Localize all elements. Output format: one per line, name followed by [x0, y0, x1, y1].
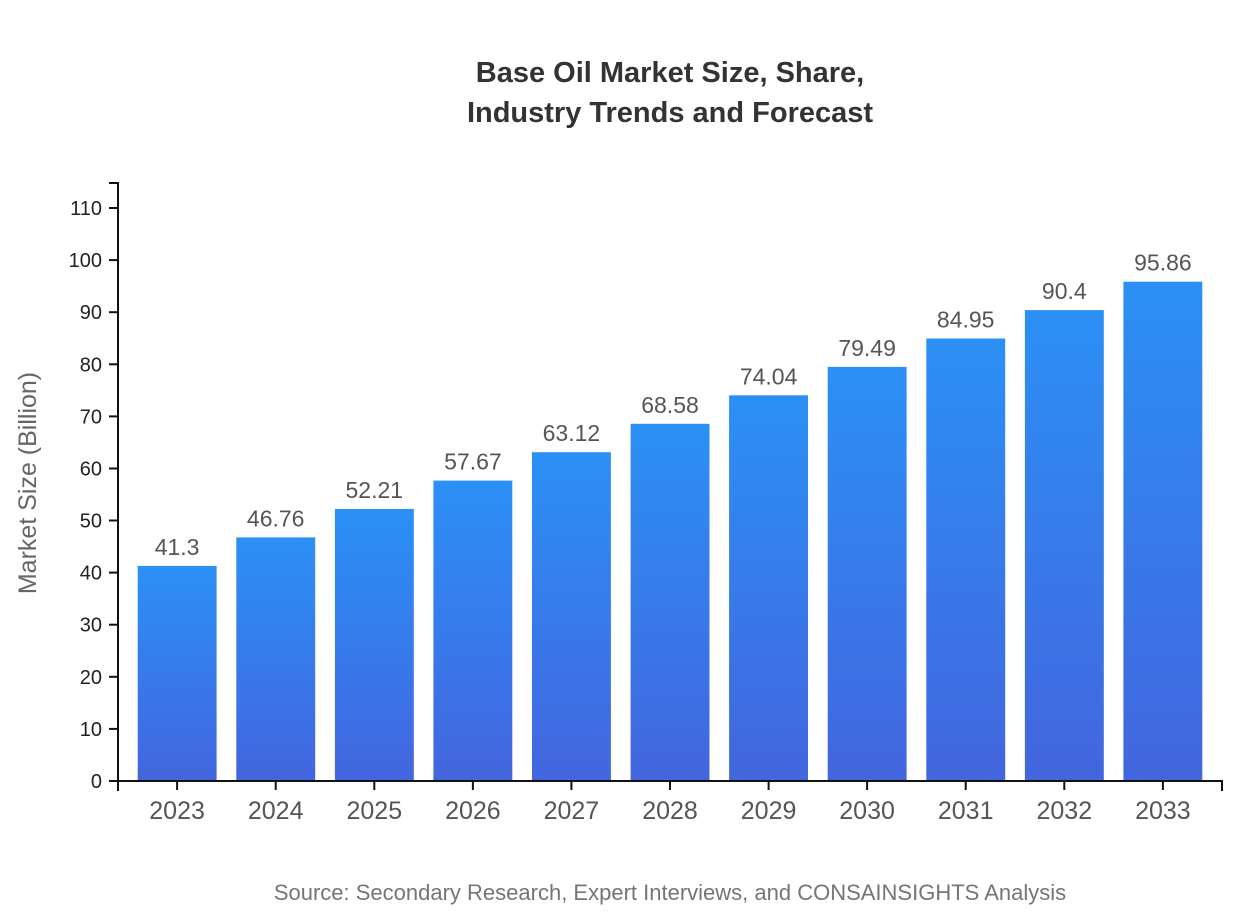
y-tick-label: 80: [80, 354, 102, 376]
x-tick-label: 2026: [445, 797, 501, 825]
bar: [433, 480, 513, 781]
source-text: Source: Secondary Research, Expert Inter…: [274, 880, 1066, 905]
bars-group: [137, 281, 1203, 781]
value-labels-group: 41.3 46.76 52.21 57.67 63.12 68.58 74.04 79.49 8…: [155, 250, 1192, 560]
x-axis-line: [117, 780, 1223, 791]
bar-value-label: 90.4: [1042, 278, 1087, 304]
bar-value-label: 46.76: [247, 505, 305, 531]
bar-value-label: 95.86: [1134, 250, 1192, 276]
y-tick-label: 10: [80, 719, 102, 741]
y-tick-label: 90: [80, 302, 102, 324]
x-tick-label: 2027: [544, 797, 600, 825]
bar-value-label: 52.21: [346, 477, 404, 503]
bar-value-label: 57.67: [444, 449, 502, 475]
y-tick-label: 70: [80, 406, 102, 428]
y-axis: 0 10 20 30 40 50 60 70 80 90 100 110: [69, 182, 119, 793]
x-tick-label: 2031: [938, 797, 994, 825]
x-tick-label: 2028: [642, 797, 698, 825]
bar: [630, 423, 710, 781]
x-axis: 2023 2024 2025 2026 2027 2028 2029 2030 2031 2032…: [117, 780, 1223, 825]
bar-value-label: 41.3: [155, 534, 200, 560]
y-tick-label: 30: [80, 615, 102, 637]
y-tick-label: 0: [91, 771, 102, 793]
y-tick-label: 60: [80, 459, 102, 481]
y-tick-label: 40: [80, 563, 102, 585]
y-tick-label: 100: [69, 250, 102, 272]
bar: [926, 338, 1006, 781]
x-tick-label: 2024: [248, 797, 304, 825]
bar-value-label: 63.12: [543, 420, 601, 446]
chart-title-line-1: Base Oil Market Size, Share,: [476, 57, 864, 89]
bar: [532, 452, 611, 781]
x-tick-label: 2030: [839, 797, 895, 825]
x-tick-label: 2029: [741, 797, 797, 825]
chart-title-line-2: Industry Trends and Forecast: [467, 97, 873, 129]
bar: [334, 509, 414, 781]
bar: [236, 537, 316, 781]
x-tick-label: 2025: [346, 797, 402, 825]
x-tick-label: 2023: [149, 797, 205, 825]
bar-value-label: 68.58: [641, 392, 699, 418]
y-axis-label: Market Size (Billion): [14, 372, 42, 594]
bar-value-label: 74.04: [740, 363, 798, 389]
x-tick-label: 2033: [1135, 797, 1191, 825]
bar: [1123, 281, 1203, 781]
bar-value-label: 84.95: [937, 307, 995, 333]
y-tick-label: 20: [80, 667, 102, 689]
bar: [137, 565, 217, 781]
x-tick-label: 2032: [1036, 797, 1092, 825]
bar: [1024, 310, 1104, 781]
y-tick-label: 50: [80, 511, 102, 533]
y-tick-label: 110: [70, 198, 102, 220]
bar: [827, 366, 907, 781]
y-axis-line: [109, 182, 119, 781]
bar: [729, 395, 808, 781]
bar-value-label: 79.49: [838, 335, 896, 361]
